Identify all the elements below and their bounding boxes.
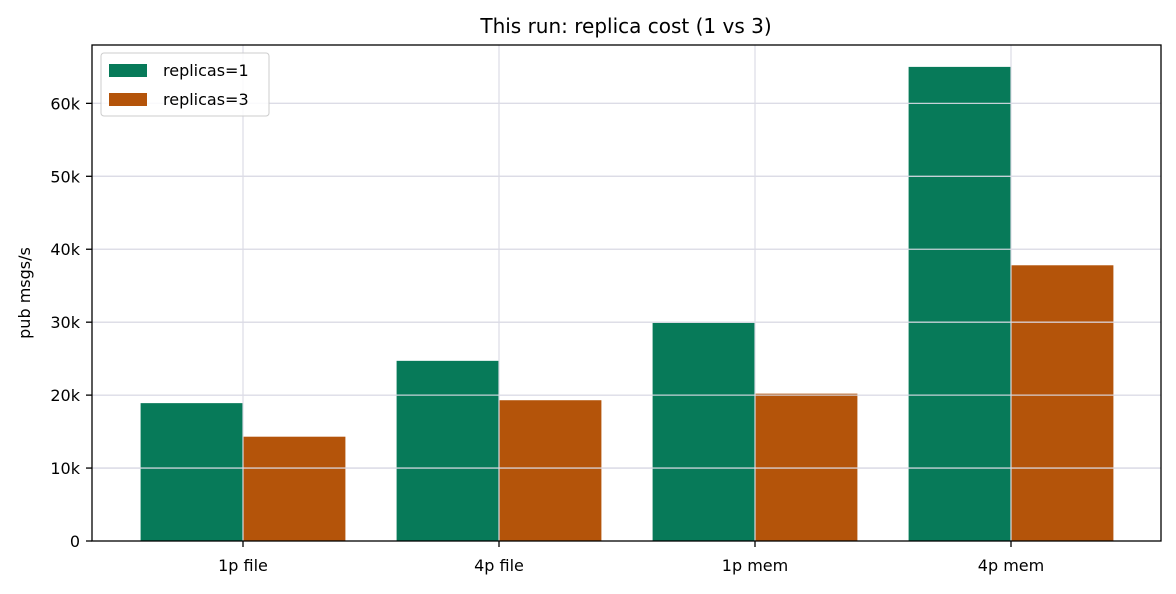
y-tick-label: 0	[70, 532, 80, 551]
bar	[499, 400, 602, 541]
y-tick-label: 50k	[50, 167, 80, 186]
bar	[243, 436, 346, 541]
bar	[140, 403, 243, 541]
y-tick-label: 40k	[50, 240, 80, 259]
y-axis-label: pub msgs/s	[15, 247, 34, 339]
y-tick-label: 10k	[50, 459, 80, 478]
bar	[396, 360, 499, 541]
bar	[1011, 265, 1114, 541]
bar	[908, 66, 1011, 541]
x-tick-label: 1p file	[218, 556, 268, 575]
legend-label: replicas=3	[163, 90, 249, 109]
plot-frame	[91, 44, 1162, 542]
bar	[652, 322, 755, 541]
axes	[91, 44, 1162, 542]
ticks: 0 10k 20k 30k 40k 50k 60k 1p file 4p file 1p mem 4…	[50, 94, 1044, 575]
legend-swatch	[109, 64, 147, 77]
x-tick-label: 4p mem	[978, 556, 1044, 575]
x-tick-label: 4p file	[474, 556, 524, 575]
legend-swatch	[109, 93, 147, 106]
vertical-grid-lines	[92, 45, 1161, 541]
chart-title: This run: replica cost (1 vs 3)	[479, 14, 771, 38]
x-tick-label: 1p mem	[722, 556, 788, 575]
legend: replicas=1 replicas=3	[100, 52, 270, 117]
y-tick-label: 60k	[50, 94, 80, 113]
bars	[140, 66, 1114, 541]
y-tick-label: 20k	[50, 386, 80, 405]
y-tick-label: 30k	[50, 313, 80, 332]
legend-label: replicas=1	[163, 61, 249, 80]
bar	[755, 393, 858, 541]
